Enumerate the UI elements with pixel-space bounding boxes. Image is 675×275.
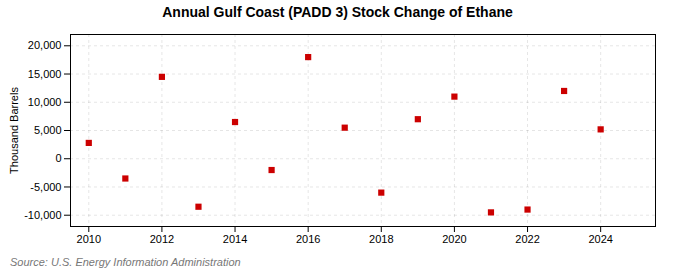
svg-text:5,000: 5,000 xyxy=(34,124,62,136)
svg-text:2024: 2024 xyxy=(588,233,612,245)
svg-text:2018: 2018 xyxy=(369,233,393,245)
svg-text:2022: 2022 xyxy=(515,233,539,245)
svg-text:-5,000: -5,000 xyxy=(30,180,61,192)
svg-text:20,000: 20,000 xyxy=(28,39,62,51)
svg-text:0: 0 xyxy=(55,152,61,164)
html-text:Source: U.S. Energy Informatio: Source: U.S. Energy Information Administ… xyxy=(10,256,241,268)
svg-text:2014: 2014 xyxy=(223,233,247,245)
svg-text:2012: 2012 xyxy=(150,233,174,245)
svg-text:2016: 2016 xyxy=(296,233,320,245)
svg-text:Thousand Barrels: Thousand Barrels xyxy=(8,87,20,174)
svg-text:-10,000: -10,000 xyxy=(24,209,61,221)
svg-text:2020: 2020 xyxy=(442,233,466,245)
html-text:Annual Gulf Coast (PADD 3) Sto: Annual Gulf Coast (PADD 3) Stock Change … xyxy=(162,4,513,20)
svg-text:15,000: 15,000 xyxy=(28,68,62,80)
svg-text:10,000: 10,000 xyxy=(28,96,62,108)
svg-text:2010: 2010 xyxy=(77,233,101,245)
